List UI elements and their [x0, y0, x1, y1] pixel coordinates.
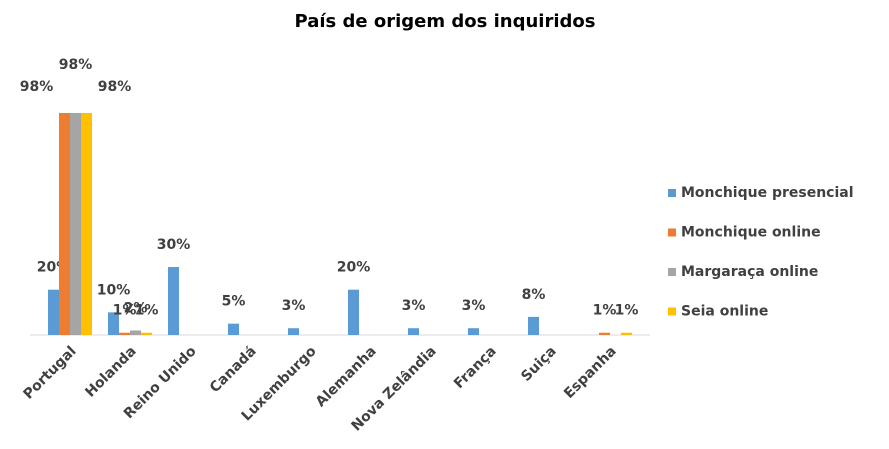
- data-label: 98%: [98, 79, 132, 95]
- data-label: 3%: [402, 298, 426, 314]
- data-label: 1%: [113, 303, 137, 319]
- data-label: 5%: [222, 294, 246, 310]
- bar: [70, 113, 81, 335]
- data-label: 8%: [522, 287, 546, 303]
- bar: [119, 332, 130, 335]
- legend-swatch: [668, 228, 676, 237]
- data-label: 3%: [462, 298, 486, 314]
- data-label: 1%: [593, 303, 617, 319]
- bar: [599, 332, 610, 335]
- x-tick-label: Portugal: [20, 343, 79, 402]
- x-tick-label: Canadá: [207, 343, 260, 396]
- chart-title: País de origem dos inquiridos: [295, 11, 596, 32]
- legend-swatch: [668, 307, 676, 316]
- data-label: 2%: [124, 300, 148, 316]
- bar: [621, 332, 632, 335]
- legend-label: Monchique online: [681, 225, 821, 241]
- bar: [348, 289, 359, 335]
- data-label: 10%: [97, 282, 131, 298]
- bar: [130, 330, 141, 335]
- legend-label: Seia online: [681, 304, 768, 320]
- bar: [408, 328, 419, 335]
- legend-label: Margaraça online: [681, 264, 818, 280]
- x-tick-label: Holanda: [82, 343, 139, 400]
- data-label: 30%: [157, 237, 191, 253]
- data-label: 98%: [20, 79, 54, 95]
- bar: [108, 312, 119, 335]
- data-label: 98%: [59, 57, 93, 73]
- data-label: 3%: [282, 298, 306, 314]
- data-label: 1%: [135, 303, 159, 319]
- x-tick-label: Suiça: [518, 343, 559, 384]
- x-tick-label: Espanha: [561, 343, 620, 402]
- legend-label: Monchique presencial: [681, 185, 854, 201]
- bar: [288, 328, 299, 335]
- bar: [168, 267, 179, 335]
- data-label: 1%: [615, 303, 639, 319]
- legend-swatch: [668, 268, 676, 276]
- x-tick-label: França: [451, 343, 500, 392]
- bar: [48, 289, 59, 335]
- bar: [141, 332, 152, 335]
- bar: [81, 113, 92, 335]
- bar: [528, 316, 539, 335]
- legend-swatch: [668, 189, 676, 197]
- bar: [59, 113, 70, 335]
- data-label: 20%: [337, 260, 371, 276]
- bar: [468, 328, 479, 335]
- x-tick-label: Alemanha: [313, 343, 380, 410]
- bar: [228, 323, 239, 335]
